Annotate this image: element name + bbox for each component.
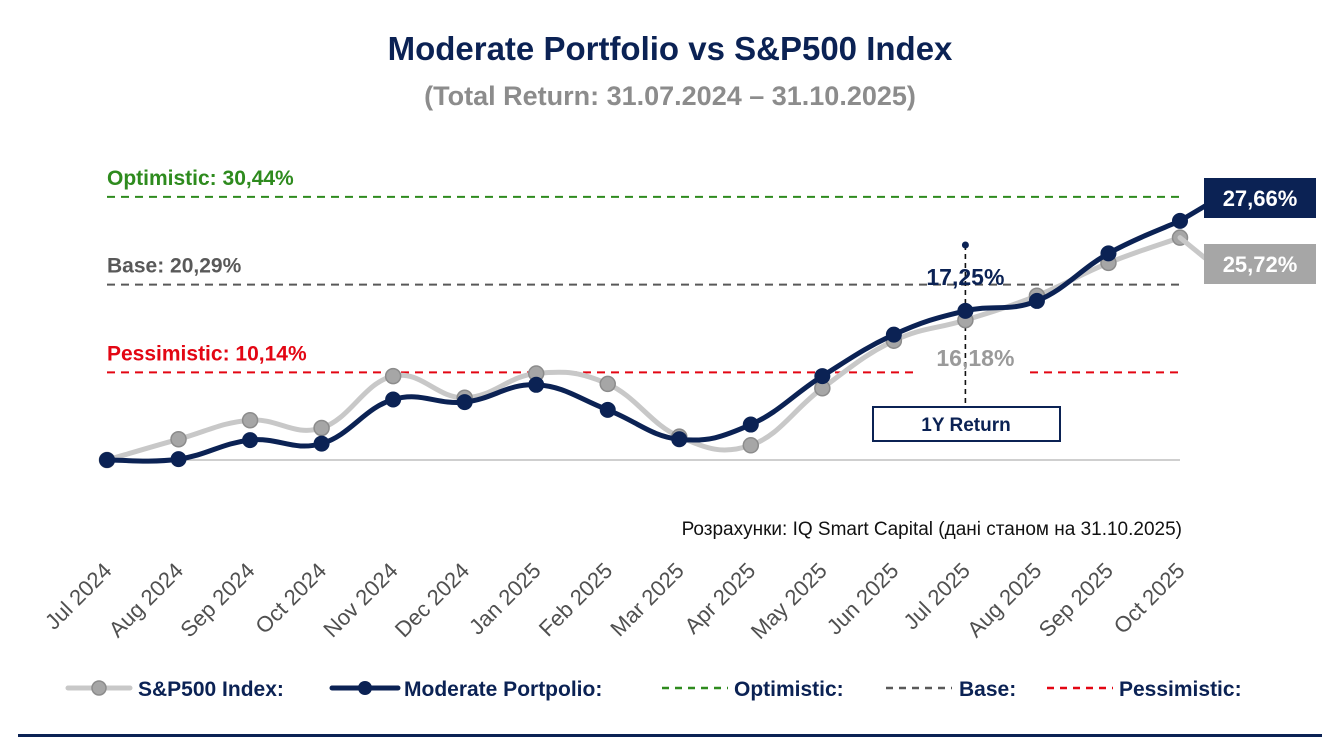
x-tick-label: Aug 2024 [104,558,188,642]
portfolio-point [456,394,473,411]
index-end-box [1204,244,1316,284]
portfolio-point [957,302,974,319]
portfolio-point [742,416,759,433]
index-end-connector [1177,235,1208,261]
portfolio-point [99,452,115,468]
legend-sp500-marker [91,680,107,696]
sp500-point [742,437,760,454]
portfolio-point [528,376,545,393]
one-year-portfolio-value: 17,25% [926,264,1004,290]
sp500-point [241,411,259,429]
portfolio-point [1100,245,1117,262]
x-tick-label: Sep 2024 [175,558,259,642]
x-tick-label: Oct 2024 [250,558,331,639]
sp500-point [599,375,616,393]
legend-portfolio-marker [358,681,372,695]
x-tick-label: Mar 2025 [605,558,688,641]
index-end-value: 25,72% [1223,252,1298,277]
reference-lines: Optimistic: 30,44% Base: 20,29% Pessimisti… [107,167,1180,374]
portfolio-point [885,326,902,343]
x-tick-label: Feb 2025 [534,558,617,641]
x-tick-label: May 2025 [746,558,832,644]
x-tick-label: Nov 2024 [318,558,402,642]
chart-title: Moderate Portfolio vs S&P500 Index [388,30,953,67]
sp500-line [104,235,1183,463]
one-year-label: 1Y Return [921,415,1010,436]
x-tick-label: Oct 2025 [1109,558,1190,639]
portfolio-end-connector [1177,203,1208,224]
x-tick-label: Jun 2025 [822,558,904,640]
portfolio-point [814,368,831,385]
one-year-box [872,406,1061,442]
legend-base-label: Base: [959,678,1016,701]
one-year-marker: 1Y Return 17,25% 16,18% [872,241,1061,442]
x-tick-label: Sep 2025 [1034,558,1118,642]
portfolio-point [385,391,402,408]
portfolio-end-value: 27,66% [1223,186,1298,211]
legend-pessimistic-label: Pessimistic: [1119,678,1242,701]
legend: S&P500 Index: Moderate Portpolio: Optimist… [65,678,1242,701]
legend-optimistic-label: Optimistic: [734,678,844,701]
sp500-point [313,419,330,437]
one-year-index-value: 16,18% [936,345,1014,371]
x-tick-label: Jan 2025 [464,558,546,640]
footer-rule [18,734,1322,737]
portfolio-point [1028,292,1045,309]
end-labels: 27,66% 25,72% [1177,178,1316,284]
portfolio-point [242,432,259,449]
portfolio-point [170,451,187,468]
source-note: Розрахунки: IQ Smart Capital (дані стано… [682,519,1182,540]
optimistic-label: Optimistic: 30,44% [107,167,294,190]
base-label: Base: 20,29% [107,255,242,278]
series-layer [98,212,1189,469]
x-tick-label: Aug 2025 [962,558,1046,642]
sp500-point [384,367,402,385]
portfolio-end-box [1204,178,1316,218]
chart-subtitle: (Total Return: 31.07.2024 – 31.10.2025) [424,81,916,111]
portfolio-point [313,435,330,452]
pessimistic-label: Pessimistic: 10,14% [107,342,307,365]
one-year-line-cap [961,241,969,249]
sp500-point [170,431,187,448]
portfolio-point [671,431,688,448]
x-tick-label: Dec 2024 [390,558,474,642]
portfolio-series [99,212,1188,468]
portfolio-line [104,218,1183,464]
portfolio-point [599,401,616,418]
legend-portfolio-label: Moderate Portpolio: [404,678,602,701]
legend-sp500-label: S&P500 Index: [138,678,284,701]
